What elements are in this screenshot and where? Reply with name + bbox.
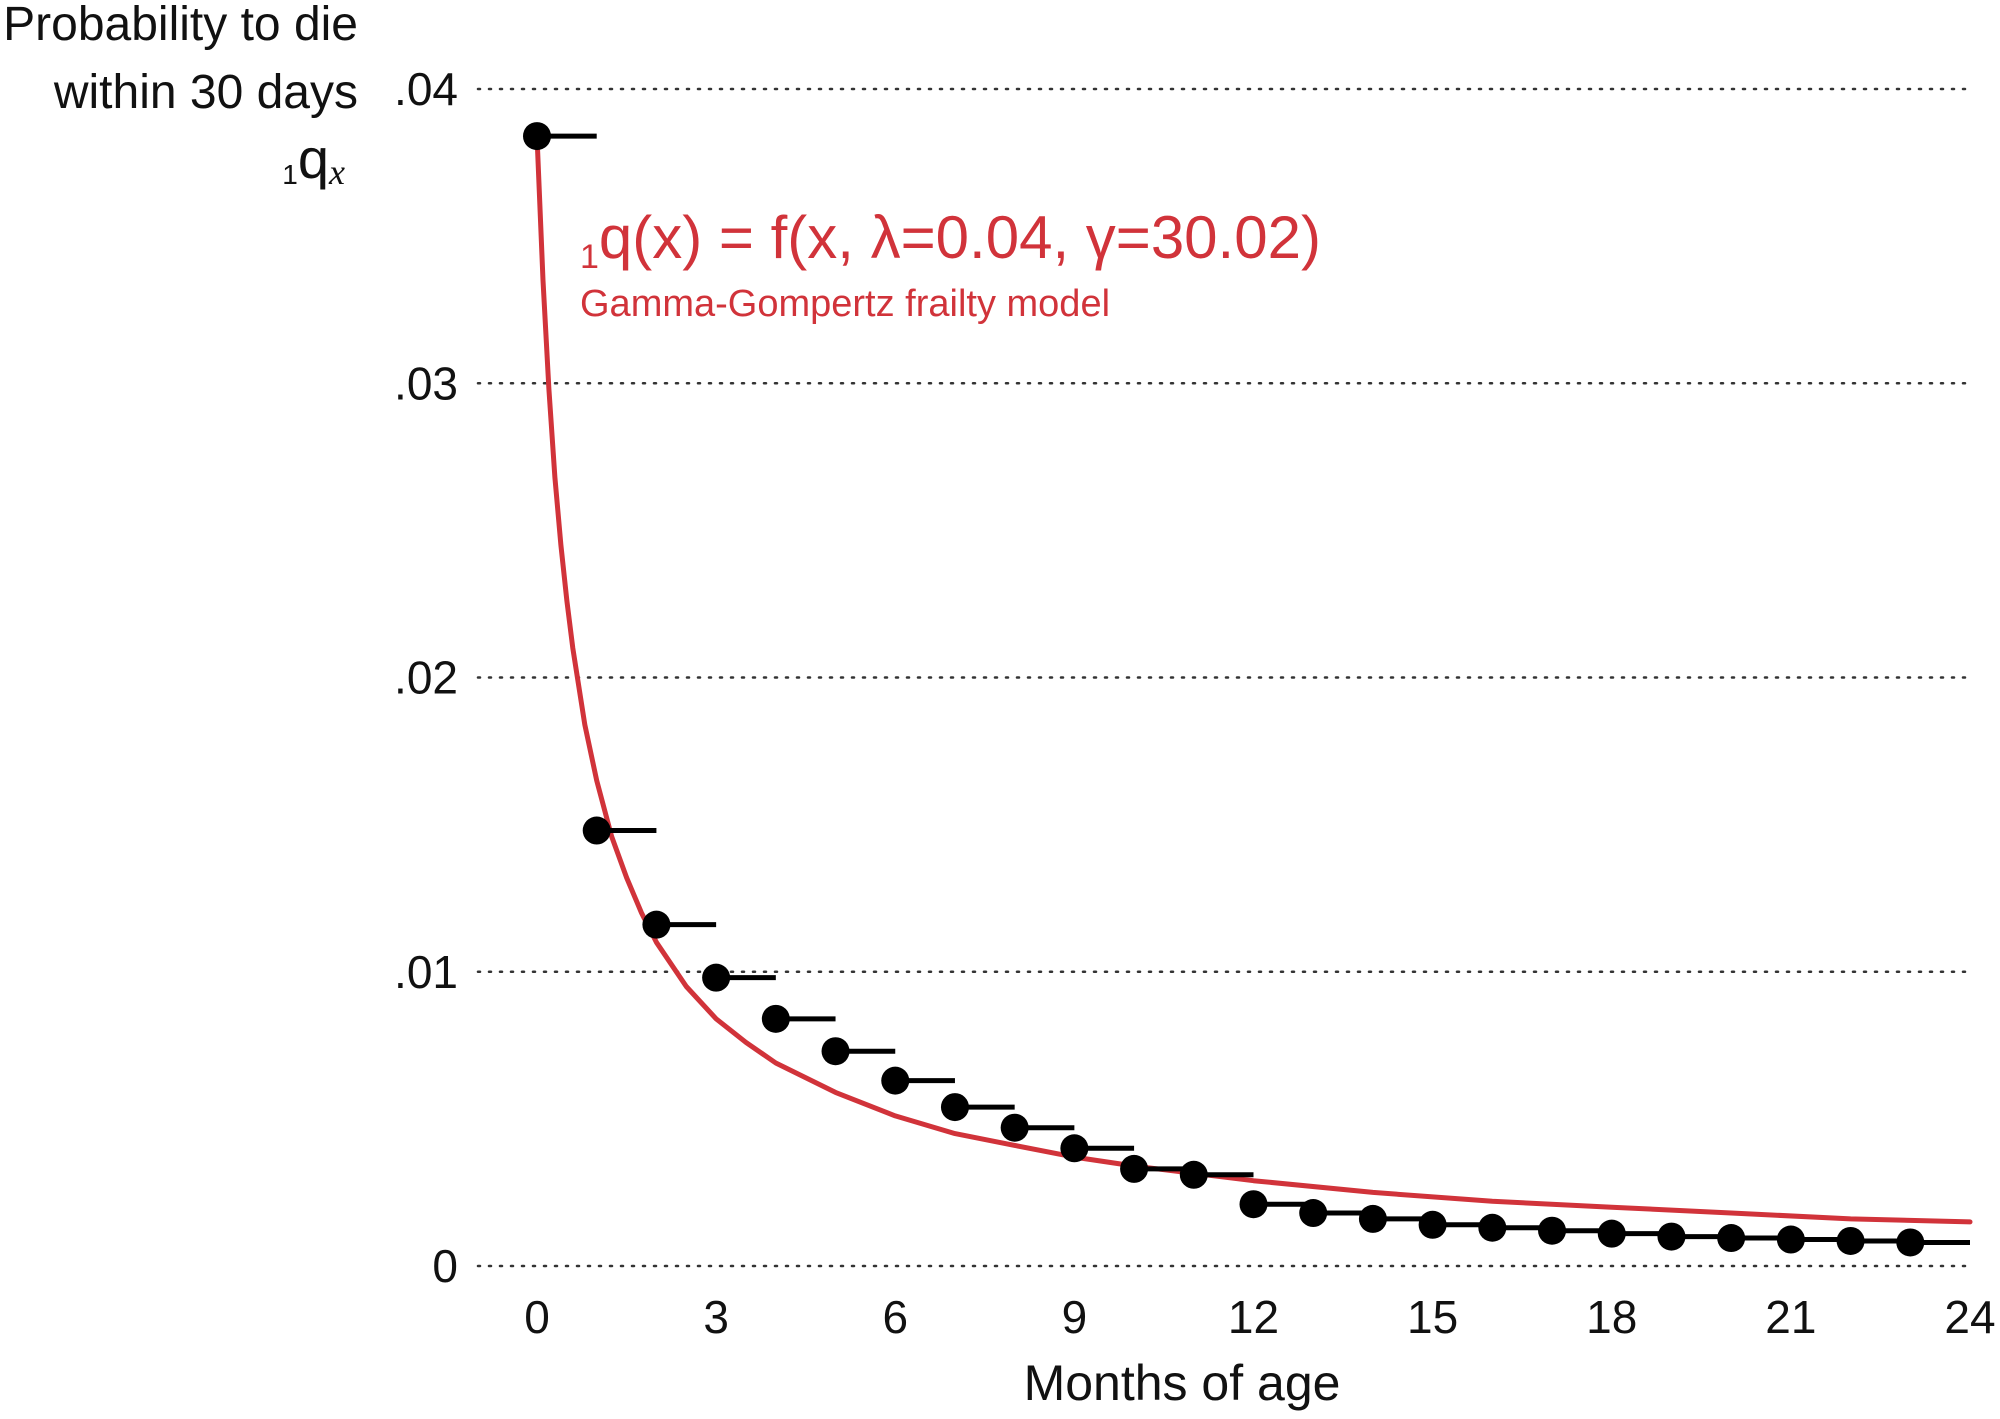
formula-text: q(x) = f(x, λ=0.04, γ=30.02): [599, 204, 1321, 271]
point-marker: [582, 816, 611, 845]
y-axis-symbol-index: x: [328, 152, 345, 192]
observed-points: [523, 122, 1970, 1257]
point-marker: [1418, 1210, 1447, 1239]
point-marker: [1299, 1199, 1328, 1228]
x-tick-label: 9: [1062, 1291, 1088, 1343]
point-marker: [940, 1093, 969, 1122]
x-tick-label: 24: [1944, 1291, 1995, 1343]
y-axis-symbol-letter: q: [298, 127, 329, 190]
point-marker: [642, 910, 671, 939]
y-tick-label: .01: [394, 946, 458, 998]
point-marker: [1657, 1222, 1686, 1251]
model-name-label: Gamma-Gompertz frailty model: [580, 283, 1110, 325]
point-marker: [821, 1037, 850, 1066]
y-axis-title-line-2: within 30 days: [53, 66, 358, 119]
x-tick-label: 15: [1407, 1291, 1458, 1343]
y-tick-labels: 0 .01 .02 .03 .04: [394, 63, 458, 1292]
point-marker: [761, 1004, 790, 1033]
data-point: [1000, 1113, 1075, 1142]
x-tick-label: 21: [1765, 1291, 1816, 1343]
point-marker: [1358, 1204, 1387, 1233]
y-axis-symbol: 1qx: [282, 127, 345, 192]
point-marker: [1478, 1213, 1507, 1242]
data-point: [702, 963, 776, 992]
point-marker: [881, 1066, 910, 1095]
formula-label: 1q(x) = f(x, λ=0.04, γ=30.02): [580, 204, 1321, 276]
point-marker: [1896, 1228, 1925, 1257]
model-annotation: 1q(x) = f(x, λ=0.04, γ=30.02) Gamma-Gomp…: [580, 204, 1321, 325]
data-point: [881, 1066, 955, 1095]
y-tick-label: .02: [394, 652, 458, 704]
y-tick-label: .03: [394, 357, 458, 409]
x-tick-label: 18: [1586, 1291, 1637, 1343]
y-axis-title: Probability to die within 30 days 1qx: [3, 0, 358, 192]
point-marker: [1179, 1160, 1208, 1189]
data-point: [940, 1093, 1015, 1122]
point-marker: [1000, 1113, 1029, 1142]
data-point: [1896, 1228, 1970, 1257]
y-tick-label: 0: [432, 1240, 458, 1292]
point-marker: [1538, 1216, 1567, 1245]
y-axis-symbol-subscript: 1: [282, 159, 298, 190]
x-tick-labels: 0 3 6 9 12 15 18 21 24: [524, 1291, 1995, 1343]
point-marker: [523, 122, 551, 151]
y-axis-title-line-1: Probability to die: [3, 0, 358, 51]
data-point: [1179, 1160, 1254, 1189]
point-marker: [1120, 1154, 1149, 1183]
point-marker: [702, 963, 731, 992]
x-tick-label: 3: [703, 1291, 729, 1343]
x-tick-label: 0: [524, 1291, 550, 1343]
point-marker: [1717, 1224, 1746, 1253]
y-tick-label: .04: [394, 63, 458, 115]
point-marker: [1776, 1225, 1805, 1254]
x-axis-title: Months of age: [1024, 1355, 1341, 1411]
data-point: [642, 910, 717, 939]
data-point: [1060, 1134, 1135, 1163]
formula-subscript: 1: [580, 238, 599, 276]
point-marker: [1597, 1219, 1626, 1248]
grid-layer: [476, 87, 1974, 1268]
x-tick-label: 6: [882, 1291, 908, 1343]
point-marker: [1836, 1226, 1865, 1255]
data-point: [821, 1037, 896, 1066]
data-point: [523, 122, 597, 151]
point-marker: [1239, 1190, 1268, 1219]
model-curve: [534, 133, 1973, 1225]
x-tick-label: 12: [1228, 1291, 1279, 1343]
data-point: [761, 1004, 836, 1033]
data-point: [582, 816, 657, 845]
point-marker: [1060, 1134, 1089, 1163]
